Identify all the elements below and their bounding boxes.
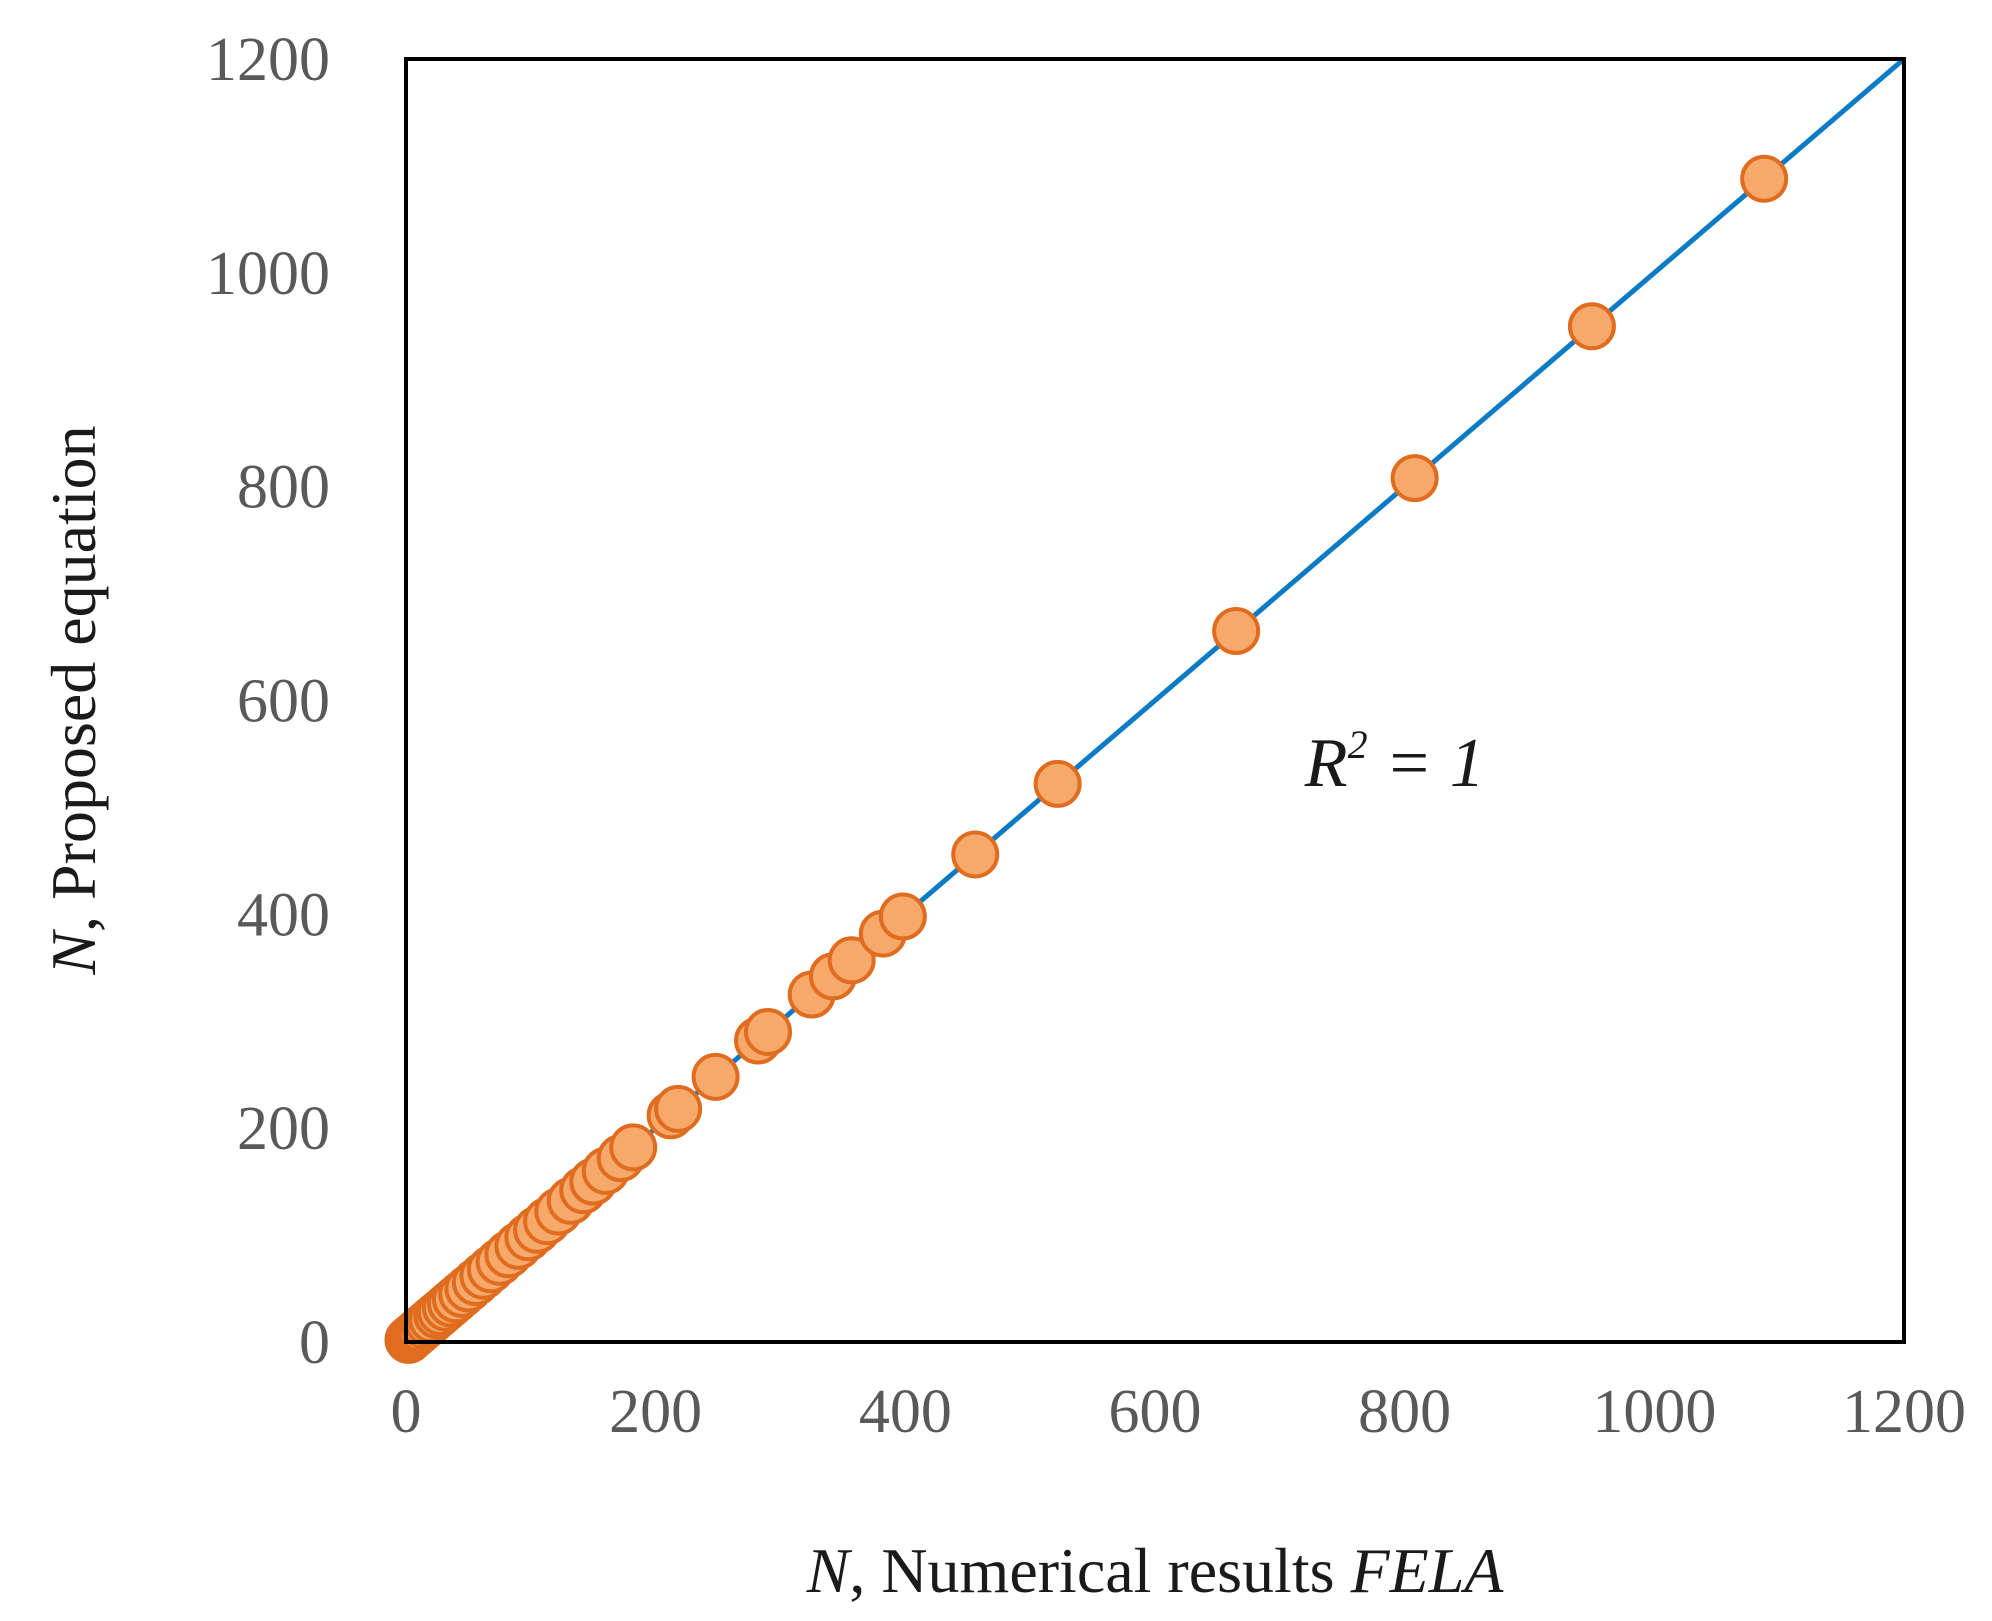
y-tick-label: 1000 xyxy=(206,240,330,308)
data-point xyxy=(878,892,927,941)
data-point xyxy=(1390,454,1439,503)
data-points-layer xyxy=(384,154,1789,1364)
y-tick-label: 200 xyxy=(237,1095,330,1163)
y-axis-title: N, Proposed equation xyxy=(38,425,109,975)
y-axis-label-text: Proposed equation xyxy=(38,425,109,900)
x-axis-title: N, Numerical results FELA xyxy=(806,1535,1505,1606)
y-tick-label: 1200 xyxy=(206,26,330,94)
data-point xyxy=(951,830,1000,879)
y-axis-variable: N xyxy=(38,929,109,976)
y-tick-label: 800 xyxy=(237,454,330,522)
data-point xyxy=(1033,759,1082,808)
r-squared-annotation: R2 = 1 xyxy=(1304,722,1485,802)
x-axis-separator: , xyxy=(849,1535,881,1606)
data-point xyxy=(1740,154,1789,203)
data-point xyxy=(691,1052,740,1101)
x-axis-ticks: 0 200 400 600 800 1000 1200 xyxy=(391,1378,1967,1446)
r-squared-symbol: R xyxy=(1304,725,1348,802)
x-axis-method: FELA xyxy=(1350,1535,1505,1606)
data-point xyxy=(744,1007,793,1056)
x-tick-label: 400 xyxy=(859,1378,952,1446)
y-axis-separator: , xyxy=(38,900,109,932)
x-tick-label: 200 xyxy=(609,1378,702,1446)
x-tick-label: 600 xyxy=(1109,1378,1202,1446)
y-axis-ticks: 0 200 400 600 800 1000 1200 xyxy=(206,26,330,1377)
y-tick-label: 600 xyxy=(237,668,330,736)
x-axis-variable: N xyxy=(806,1535,853,1606)
x-tick-label: 1200 xyxy=(1842,1378,1966,1446)
r-squared-exponent: 2 xyxy=(1348,722,1368,767)
data-point xyxy=(827,936,876,985)
data-point xyxy=(1212,607,1261,656)
data-point xyxy=(1567,302,1616,351)
r-squared-value: = 1 xyxy=(1368,725,1485,802)
y-tick-label: 0 xyxy=(299,1309,330,1377)
data-point xyxy=(654,1084,703,1133)
x-tick-label: 800 xyxy=(1358,1378,1451,1446)
x-tick-label: 0 xyxy=(391,1378,422,1446)
data-point xyxy=(609,1123,658,1172)
plot-area-frame xyxy=(404,57,1906,1344)
x-axis-label-text: Numerical results xyxy=(881,1535,1350,1606)
x-tick-label: 1000 xyxy=(1592,1378,1716,1446)
y-tick-label: 400 xyxy=(237,881,330,949)
